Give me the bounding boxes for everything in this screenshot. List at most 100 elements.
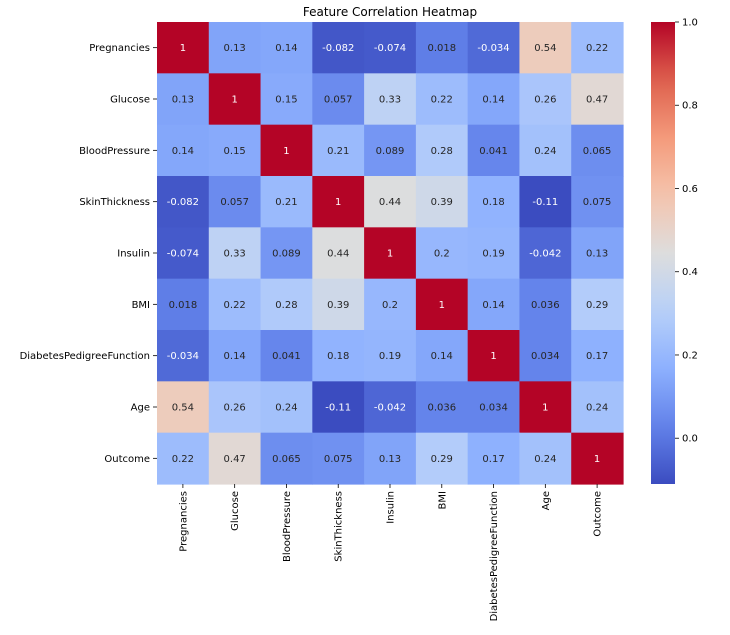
heatmap-cell bbox=[415, 432, 469, 485]
y-tick-label: BMI bbox=[132, 300, 150, 311]
heatmap-cell bbox=[157, 124, 210, 177]
cell-value-label: 0.18 bbox=[327, 351, 349, 362]
heatmap-cell bbox=[467, 22, 521, 74]
heatmap-cell bbox=[467, 432, 521, 485]
heatmap-cell bbox=[571, 227, 624, 280]
heatmap-cell bbox=[364, 330, 417, 382]
heatmap-cell bbox=[157, 330, 210, 382]
cell-value-label: 0.22 bbox=[586, 43, 608, 54]
heatmap-cell bbox=[208, 330, 262, 382]
heatmap-cell bbox=[364, 73, 417, 126]
heatmap-cell bbox=[571, 176, 624, 228]
x-tick-label: SkinThickness bbox=[334, 491, 345, 562]
heatmap-cell bbox=[157, 381, 210, 434]
heatmap-cell bbox=[157, 432, 210, 485]
heatmap-cell bbox=[260, 381, 313, 434]
cell-value-label: 0.21 bbox=[327, 146, 349, 157]
cell-value-label: 0.2 bbox=[434, 249, 450, 260]
heatmap-cell bbox=[415, 278, 469, 331]
heatmap-cell bbox=[519, 381, 572, 434]
cell-value-label: 0.33 bbox=[224, 249, 246, 260]
cell-value-label: -0.034 bbox=[167, 351, 199, 362]
heatmap-cell bbox=[571, 330, 624, 382]
cell-value-label: 0.24 bbox=[534, 146, 556, 157]
cell-value-label: 0.44 bbox=[379, 197, 401, 208]
cell-value-label: 0.034 bbox=[531, 351, 560, 362]
heatmap-cell bbox=[260, 330, 313, 382]
heatmap-cell bbox=[157, 227, 210, 280]
heatmap-cell bbox=[260, 278, 313, 331]
y-tick-label: Age bbox=[131, 403, 150, 414]
cell-value-label: 0.29 bbox=[586, 300, 608, 311]
cell-value-label: -0.042 bbox=[374, 403, 406, 414]
heatmap-cell bbox=[467, 124, 521, 177]
heatmap-cell bbox=[312, 330, 365, 382]
heatmap-cell bbox=[312, 176, 365, 228]
cell-value-label: 0.28 bbox=[275, 300, 297, 311]
cell-value-label: 0.24 bbox=[534, 454, 556, 465]
heatmap-cell bbox=[157, 176, 210, 228]
heatmap-cell bbox=[260, 73, 313, 126]
heatmap-cell bbox=[157, 73, 210, 126]
x-tick-label: BMI bbox=[437, 491, 448, 509]
cell-value-label: -0.11 bbox=[325, 403, 351, 414]
heatmap-cell bbox=[415, 381, 469, 434]
cell-value-label: 0.018 bbox=[427, 43, 456, 54]
colorbar-tick-label: 0.0 bbox=[682, 434, 698, 445]
heatmap-cell bbox=[415, 176, 469, 228]
colorbar-tick-label: 1.0 bbox=[682, 18, 698, 29]
heatmap-annotations: 1 0.13 0.14 -0.082 -0.074 0.018 -0.034 0.54 0.22… bbox=[167, 43, 612, 465]
x-tick-label: Insulin bbox=[386, 491, 397, 524]
cell-value-label: 0.075 bbox=[583, 197, 612, 208]
heatmap-cell bbox=[364, 432, 417, 485]
heatmap-cell bbox=[312, 22, 365, 74]
heatmap-cell bbox=[364, 381, 417, 434]
cell-value-label: 0.54 bbox=[534, 43, 556, 54]
cell-value-label: 0.13 bbox=[172, 95, 194, 106]
x-tick-label: Outcome bbox=[593, 491, 604, 537]
heatmap-cell bbox=[312, 278, 365, 331]
heatmap-cell bbox=[467, 176, 521, 228]
cell-value-label: 1 bbox=[387, 249, 393, 260]
heatmap-cell bbox=[415, 227, 469, 280]
heatmap-cell bbox=[467, 278, 521, 331]
heatmap-cell bbox=[364, 278, 417, 331]
heatmap-cell bbox=[260, 22, 313, 74]
cell-value-label: 0.057 bbox=[324, 95, 353, 106]
cell-value-label: -0.042 bbox=[529, 249, 561, 260]
cell-value-label: 0.21 bbox=[275, 197, 297, 208]
heatmap-cell bbox=[208, 432, 262, 485]
heatmap-cell bbox=[519, 22, 572, 74]
cell-value-label: -0.11 bbox=[532, 197, 558, 208]
heatmap-cell bbox=[260, 124, 313, 177]
heatmap-cell bbox=[208, 73, 262, 126]
heatmap-cell bbox=[519, 73, 572, 126]
x-axis-ticks: Pregnancies Glucose BloodPressure SkinThick… bbox=[178, 484, 604, 621]
colorbar-tick-label: 0.4 bbox=[682, 267, 698, 278]
colorbar-tick-label: 0.8 bbox=[682, 101, 698, 112]
heatmap-cell bbox=[467, 381, 521, 434]
heatmap-cell bbox=[312, 124, 365, 177]
cell-value-label: 1 bbox=[542, 403, 548, 414]
cell-value-label: 1 bbox=[283, 146, 289, 157]
heatmap-cell bbox=[208, 381, 262, 434]
cell-value-label: 0.29 bbox=[431, 454, 453, 465]
cell-value-label: 0.47 bbox=[224, 454, 246, 465]
cell-value-label: 0.13 bbox=[224, 43, 246, 54]
heatmap-cell bbox=[571, 381, 624, 434]
cell-value-label: 0.15 bbox=[275, 95, 297, 106]
cell-value-label: 0.036 bbox=[427, 403, 456, 414]
heatmap-cell bbox=[312, 381, 365, 434]
cell-value-label: 0.065 bbox=[272, 454, 301, 465]
heatmap-cell bbox=[519, 278, 572, 331]
cell-value-label: 0.22 bbox=[172, 454, 194, 465]
cell-value-label: 0.14 bbox=[431, 351, 453, 362]
heatmap-cell bbox=[208, 227, 262, 280]
heatmap-cell bbox=[364, 176, 417, 228]
x-tick-label: Glucose bbox=[230, 491, 241, 531]
cell-value-label: 0.13 bbox=[586, 249, 608, 260]
cell-value-label: 0.15 bbox=[224, 146, 246, 157]
cell-value-label: 0.041 bbox=[479, 146, 508, 157]
heatmap-cell bbox=[519, 176, 572, 228]
